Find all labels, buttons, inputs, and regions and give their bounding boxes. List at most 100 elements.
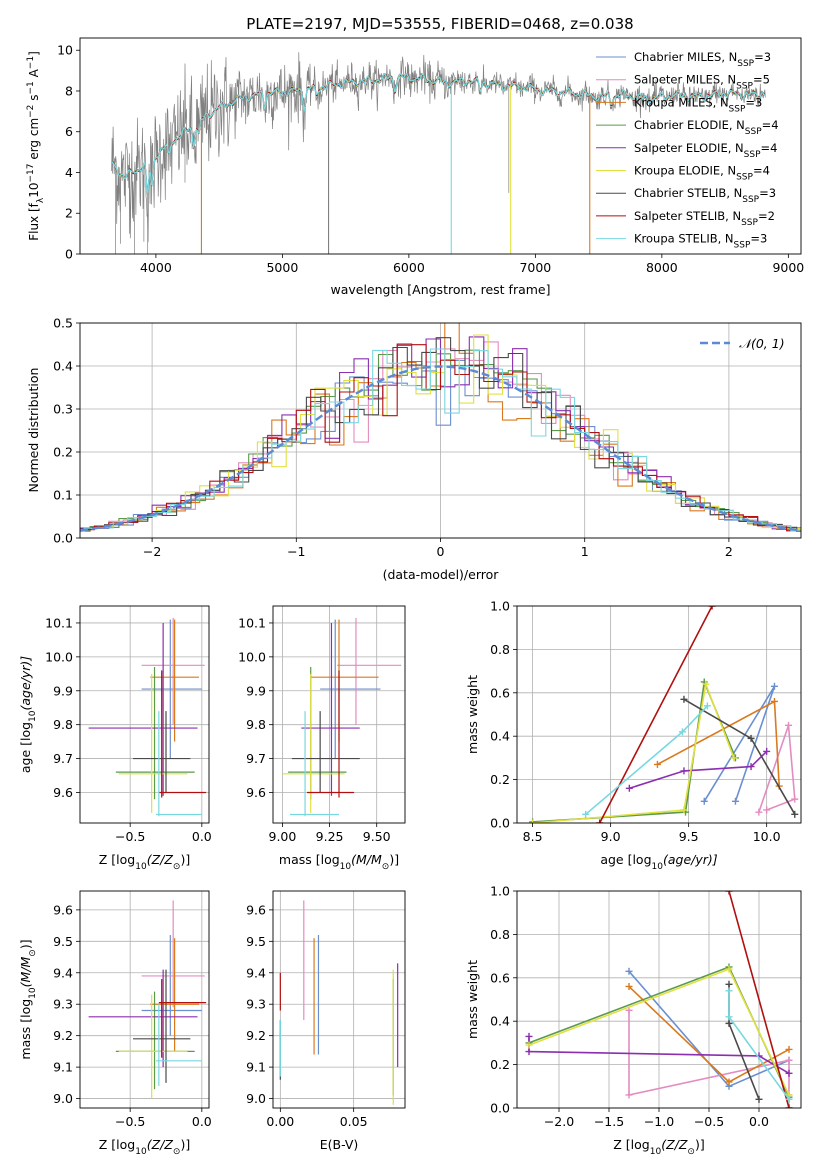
x-tick-label: −2.0 [544, 1114, 574, 1129]
x-tick-label: 0.00 [266, 1114, 294, 1129]
weight-point [731, 797, 739, 805]
y-tick-label: 10.0 [238, 649, 266, 664]
x-tick-label: 0.05 [340, 1114, 368, 1129]
y-tick-label: 0.4 [490, 729, 510, 744]
y-tick-label: 9.0 [53, 1091, 73, 1106]
y-tick-label: 9.8 [246, 717, 266, 732]
ebv-mass-axes: 0.00 0.05 9.0 9.1 9.2 9.3 9.4 9.5 9.6 [246, 891, 405, 1129]
x-tick-label: −1.5 [594, 1114, 624, 1129]
weight-point [747, 763, 755, 771]
spectrum-ylabel: Flux [fλ10−17 erg cm−2 s−1 A−1] [26, 51, 46, 241]
y-tick-label: 9.6 [53, 902, 73, 917]
z-mass-xlabel: Z [log10(Z/Z⊙)] [99, 1137, 190, 1157]
weight-point [625, 1091, 633, 1099]
x-tick-label: −0.5 [694, 1114, 724, 1129]
gaussian-curve [80, 365, 799, 532]
weight-point [785, 1095, 793, 1103]
legend-entry: Salpeter ELODIE, NSSP=4 [634, 141, 777, 160]
spectrum-plot [111, 52, 766, 254]
y-tick-label: 9.4 [246, 965, 266, 980]
weight-point [525, 1041, 533, 1049]
y-tick-label: 9.6 [246, 902, 266, 917]
weight-point [791, 795, 799, 803]
z-mass-frame [79, 890, 210, 1109]
weight-series [728, 891, 790, 1108]
age-weight-ylabel: mass weight [465, 675, 480, 754]
weight-point [725, 1013, 733, 1021]
weight-point [680, 806, 688, 814]
weight-point [785, 1069, 793, 1077]
mass-age-frame [272, 605, 406, 824]
y-tick-label: 9.1 [246, 1060, 266, 1075]
z-age-xlabel: Z [log10(Z/Z⊙)] [99, 852, 190, 872]
y-tick-label: 8 [65, 83, 73, 98]
y-tick-label: 9.9 [53, 683, 73, 698]
weight-point [625, 982, 633, 990]
weight-point [625, 784, 633, 792]
y-tick-label: 0 [65, 247, 73, 262]
y-tick-label: 0.8 [490, 642, 510, 657]
hist-frame [79, 322, 802, 539]
y-tick-label: 9.7 [53, 751, 73, 766]
z-age-frame [79, 605, 210, 824]
legend-entry: 𝒩(0, 1) [739, 336, 785, 351]
weight-point [725, 1078, 733, 1086]
weight-point [770, 682, 778, 690]
x-tick-label: −1.0 [644, 1114, 674, 1129]
spectrum-legend: Chabrier MILES, NSSP=3 Salpeter MILES, NS… [596, 50, 779, 251]
z-mass-ylabel: mass [log10(M/M⊙)] [18, 939, 38, 1059]
y-tick-label: 0.6 [490, 970, 510, 985]
spectrum-frame [79, 37, 802, 255]
weight-point [725, 965, 733, 973]
weight-point [625, 967, 633, 975]
ebv-mass-xlabel: E(B-V) [320, 1137, 359, 1152]
x-tick-label: 9000 [772, 260, 804, 275]
hist-series [80, 348, 801, 532]
x-tick-label: 0.0 [192, 1114, 212, 1129]
x-tick-label: 0 [437, 544, 445, 559]
weight-point [529, 819, 537, 823]
y-tick-label: 4 [65, 165, 73, 180]
ebv-mass-frame [272, 890, 406, 1109]
y-tick-label: 10.0 [45, 649, 73, 664]
y-tick-label: 10.1 [238, 615, 266, 630]
y-tick-label: 6 [65, 124, 73, 139]
weight-series [598, 606, 713, 823]
weight-point [702, 680, 710, 688]
weight-point [708, 606, 716, 610]
legend-entry: Kroupa MILES, NSSP=3 [634, 95, 762, 114]
y-tick-label: 2 [65, 206, 73, 221]
z-weight-xlabel: Z [log10(Z/Z⊙)] [613, 1137, 704, 1157]
z-age-axes: −0.5 0.0 9.6 9.7 9.8 9.9 10.0 10.1 [45, 606, 212, 844]
x-tick-label: −0.5 [115, 1114, 145, 1129]
legend-entry: Salpeter STELIB, NSSP=2 [634, 209, 775, 228]
y-tick-label: 9.5 [53, 934, 73, 949]
weight-point [525, 1048, 533, 1056]
y-tick-label: 0.3 [53, 402, 73, 417]
legend-entry: Chabrier STELIB, NSSP=3 [634, 186, 776, 205]
mass-age-plot [282, 617, 402, 817]
y-tick-label: 0.4 [490, 1014, 510, 1029]
weight-point [791, 810, 799, 818]
y-tick-label: 10 [57, 43, 73, 58]
weight-point [725, 891, 733, 895]
legend-entry: Chabrier ELODIE, NSSP=4 [634, 118, 779, 137]
age-weight-xlabel: age [log10(age/yr)] [600, 852, 717, 872]
y-tick-label: 0.8 [490, 927, 510, 942]
weight-point [755, 808, 763, 816]
y-tick-label: 0.4 [53, 359, 73, 374]
weight-point [525, 1032, 533, 1040]
weight-point [725, 980, 733, 988]
hist-plot [80, 323, 801, 533]
y-tick-label: 0.0 [53, 531, 73, 546]
y-tick-label: 9.7 [246, 751, 266, 766]
x-tick-label: 6000 [393, 260, 425, 275]
y-tick-label: 9.5 [246, 934, 266, 949]
y-tick-label: 9.6 [246, 785, 266, 800]
weight-point [785, 1104, 793, 1108]
weight-point [785, 1056, 793, 1064]
x-tick-label: 0.0 [749, 1114, 769, 1129]
y-tick-label: 9.8 [53, 717, 73, 732]
weight-point [763, 806, 771, 814]
